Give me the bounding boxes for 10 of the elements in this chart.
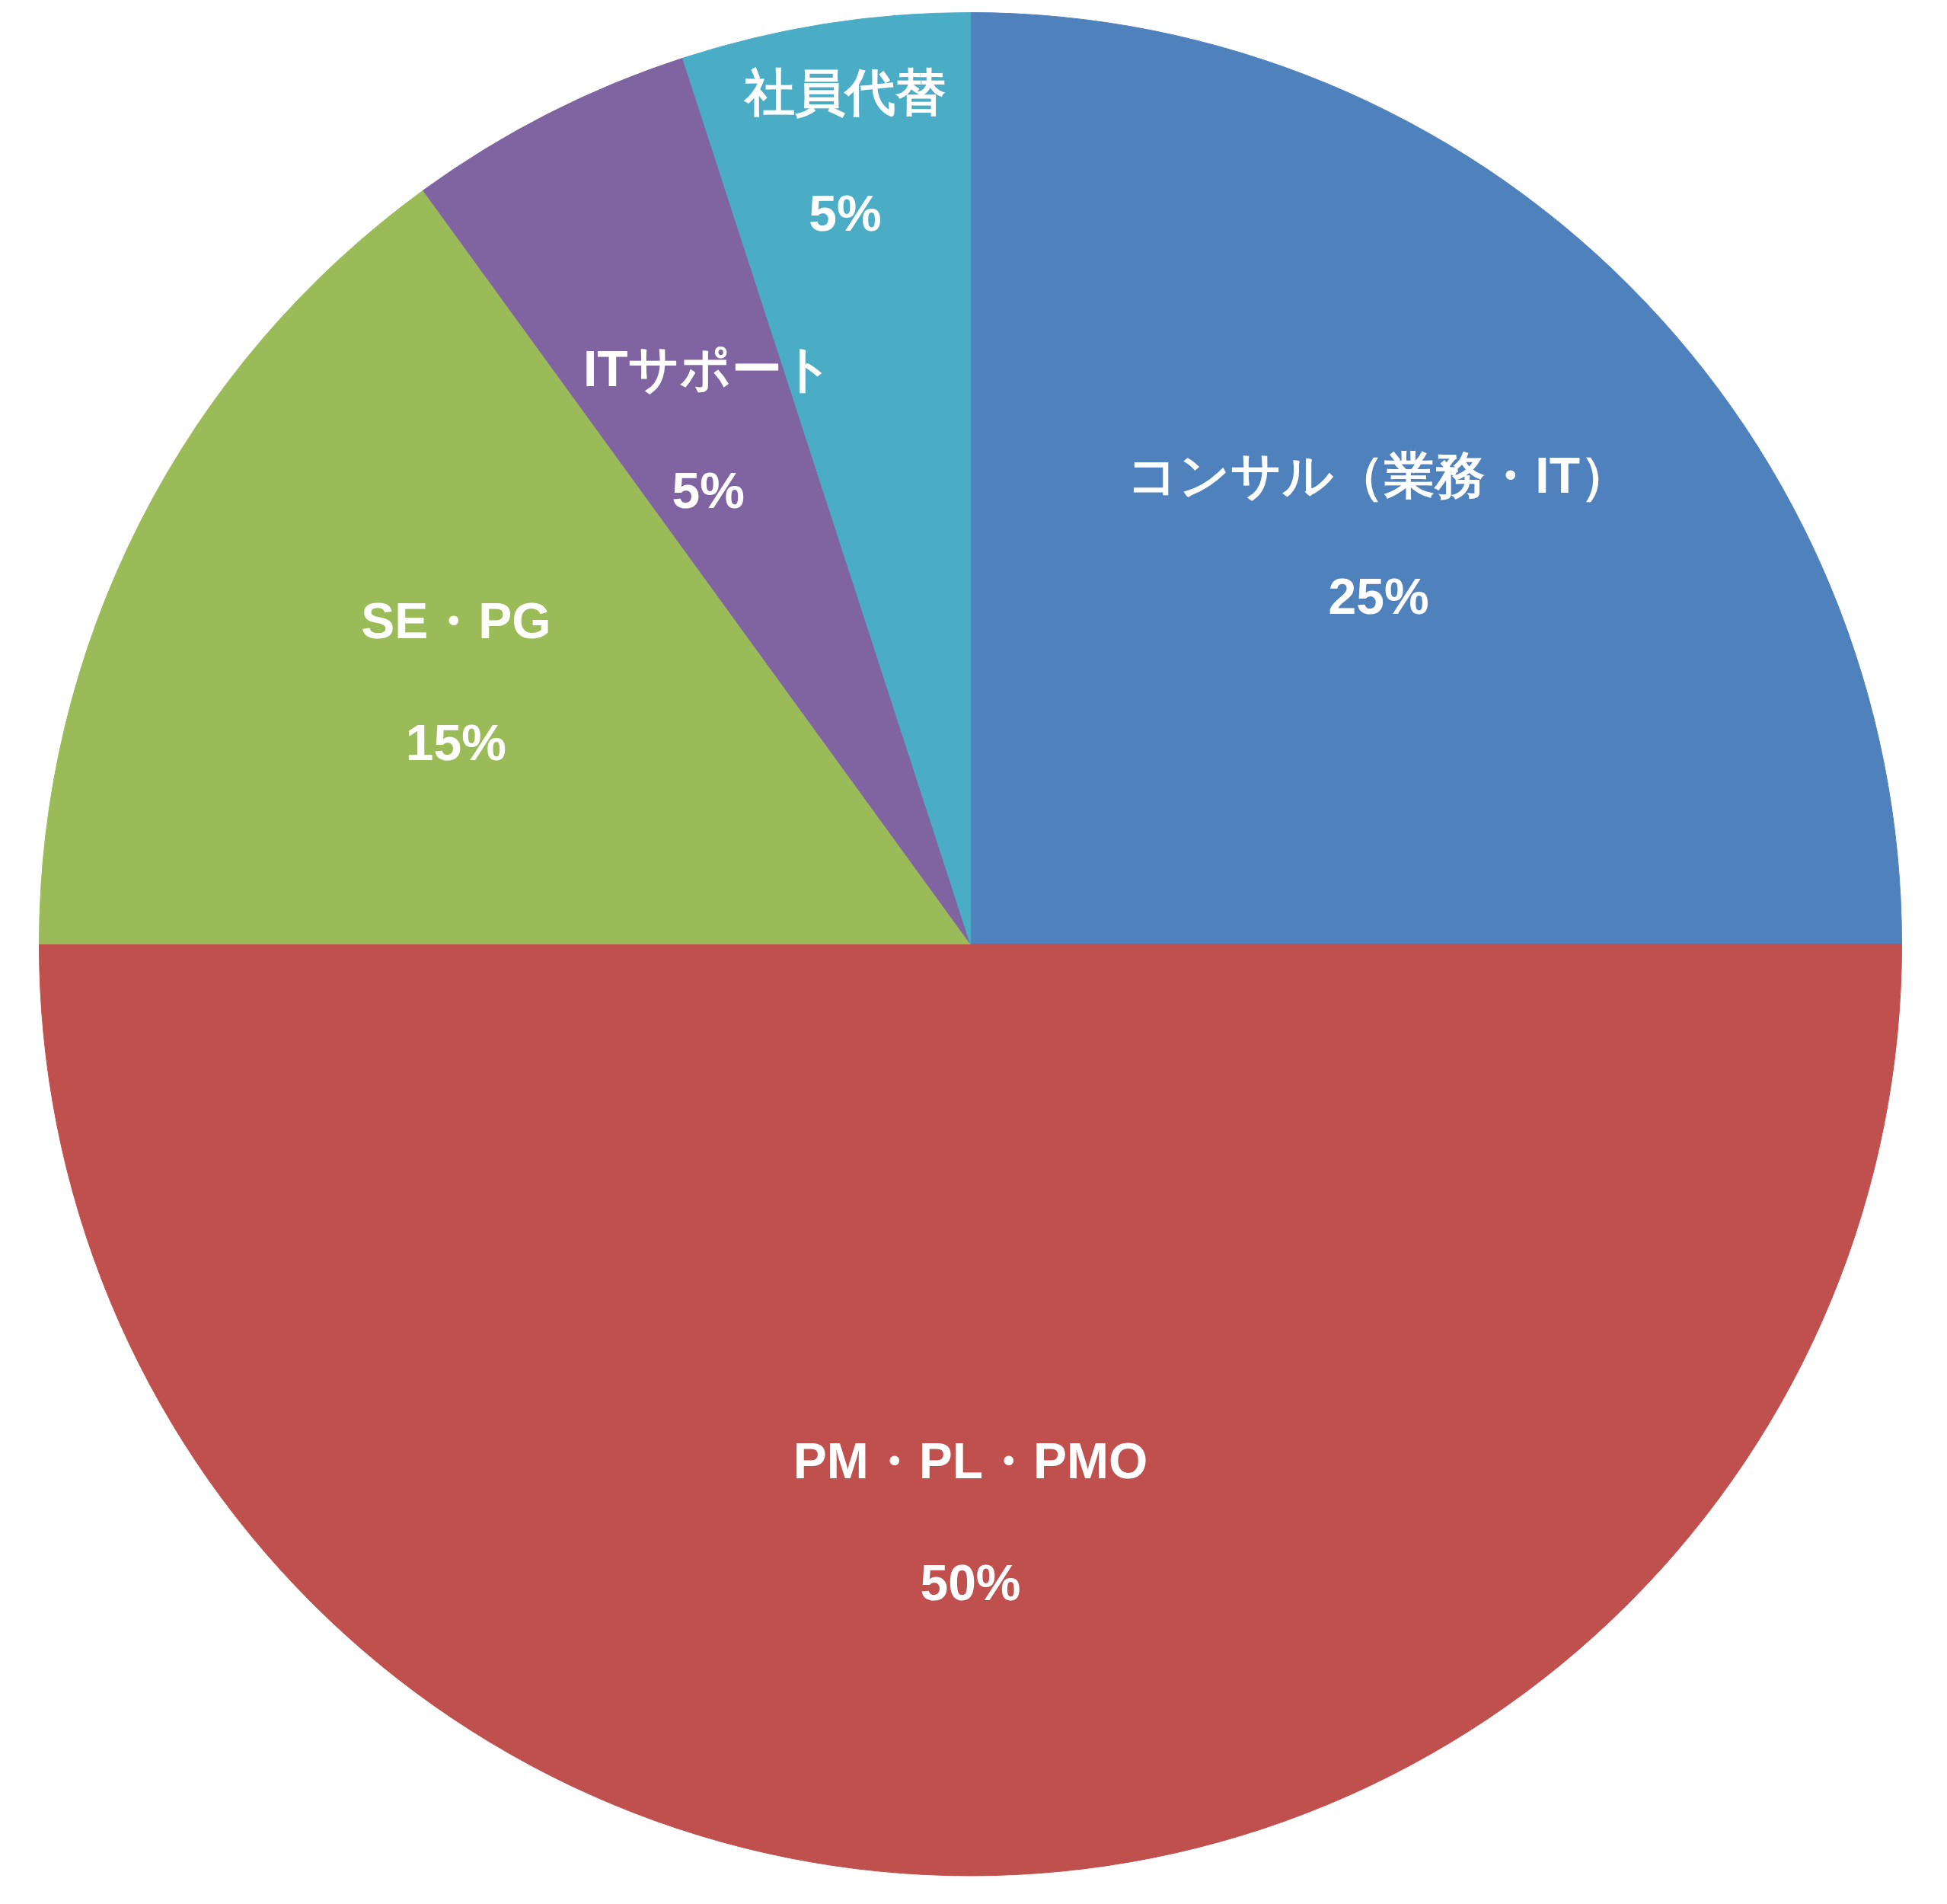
data-label: 50% xyxy=(920,1554,1021,1611)
slice-label: ITサポート xyxy=(583,340,834,398)
data-label: 25% xyxy=(1328,568,1429,625)
slice-label: 社員代替 xyxy=(742,63,946,120)
slice-label: SE・PG xyxy=(361,593,551,650)
slice-label: コンサル（業務・IT） xyxy=(1127,446,1630,503)
data-label: 15% xyxy=(405,714,506,772)
slice-label: PM・PL・PMO xyxy=(793,1432,1148,1489)
data-label: 5% xyxy=(672,462,745,519)
data-label: 5% xyxy=(809,185,882,242)
